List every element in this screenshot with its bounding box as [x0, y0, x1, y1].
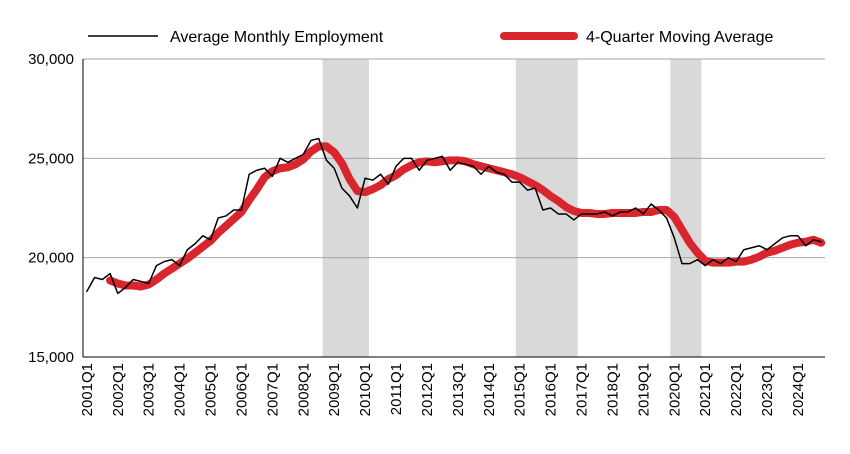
x-tick-label: 2013Q1 [450, 363, 467, 416]
x-tick-label: 2023Q1 [759, 363, 776, 416]
recession-band-3 [670, 59, 702, 357]
x-tick-label: 2001Q1 [79, 363, 96, 416]
x-tick-label: 2022Q1 [728, 363, 745, 416]
x-tick-label: 2003Q1 [141, 363, 158, 416]
x-tick-label: 2020Q1 [666, 363, 683, 416]
x-tick-label: 2014Q1 [481, 363, 498, 416]
x-tick-label: 2021Q1 [697, 363, 714, 416]
x-tick-labels: 2001Q1 2002Q1 2003Q1 2004Q1 2005Q1 2006Q1 2007… [79, 363, 807, 416]
x-tick-label: 2012Q1 [419, 363, 436, 416]
y-tick-label: 25,000 [28, 150, 74, 167]
y-tick-label: 20,000 [28, 250, 74, 267]
y-tick-label: 15,000 [28, 349, 74, 366]
legend: Average Monthly Employment 4-Quarter Mov… [88, 29, 773, 46]
x-tick-label: 2016Q1 [543, 363, 560, 416]
x-tick-label: 2002Q1 [110, 363, 127, 416]
x-tick-label: 2008Q1 [295, 363, 312, 416]
x-tick-label: 2017Q1 [574, 363, 591, 416]
x-tick-label: 2019Q1 [635, 363, 652, 416]
x-tick-label: 2006Q1 [233, 363, 250, 416]
legend-label-moving-average: 4-Quarter Moving Average [586, 29, 773, 46]
series-line-employment [86, 137, 822, 295]
x-tick-label: 2011Q1 [388, 363, 405, 415]
x-tick-label: 2015Q1 [512, 363, 529, 416]
y-tick-labels: 15,000 20,000 25,000 30,000 [28, 51, 74, 366]
x-tick-label: 2018Q1 [604, 363, 621, 416]
series-line-moving-average [106, 142, 826, 291]
series [86, 137, 826, 295]
x-tick-label: 2007Q1 [264, 363, 281, 416]
legend-label-employment: Average Monthly Employment [170, 29, 384, 46]
y-tick-label: 30,000 [28, 51, 74, 68]
axes [82, 59, 825, 358]
recession-band-1 [322, 59, 369, 357]
x-tick-label: 2004Q1 [172, 363, 189, 416]
x-tick-label: 2010Q1 [357, 363, 374, 416]
x-tick-label: 2024Q1 [790, 363, 807, 416]
x-tick-label: 2005Q1 [203, 363, 220, 416]
x-tick-label: 2009Q1 [326, 363, 343, 416]
